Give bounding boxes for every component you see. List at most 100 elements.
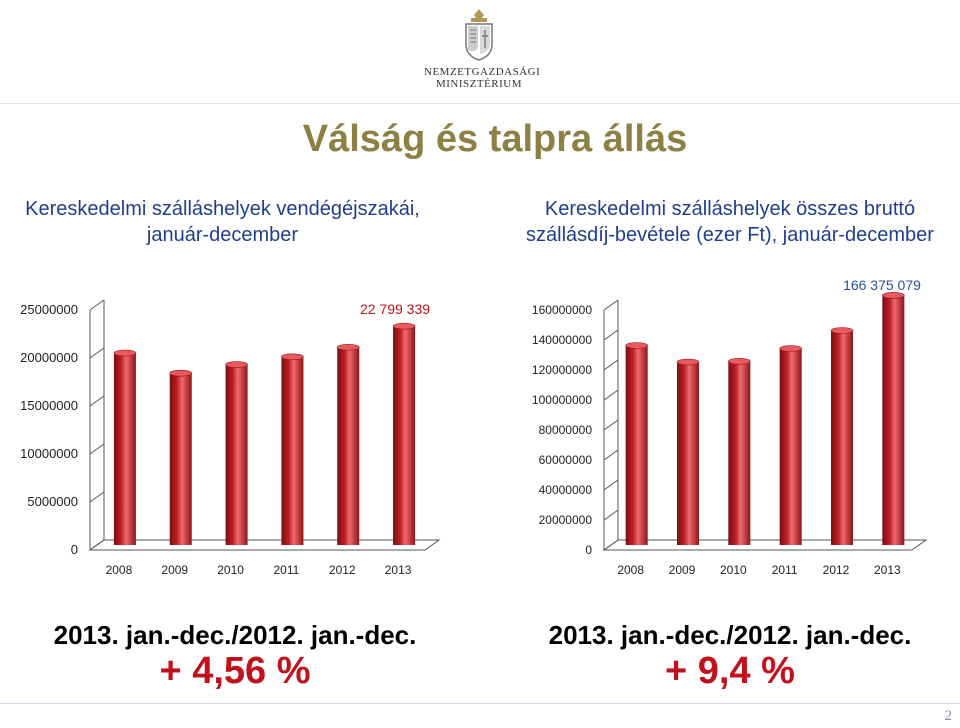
guest-nights-chart-svg: 25000000 20000000 15000000 10000000 5000000 0…	[20, 299, 441, 577]
bar-top	[392, 322, 416, 330]
floor	[88, 539, 441, 551]
bar-top	[225, 361, 248, 368]
bar	[728, 357, 751, 545]
y-tick-label: 5000000	[27, 494, 78, 509]
bar-body	[625, 345, 648, 545]
bar-body	[677, 362, 699, 545]
x-tick-label: 2009	[161, 563, 188, 577]
y-tick-label: 40000000	[539, 483, 593, 497]
bar-top	[676, 358, 700, 366]
bar-top	[625, 342, 648, 349]
bar	[169, 369, 193, 545]
bar	[392, 322, 416, 545]
ministry-name-line1: Nemzetgazdasági	[424, 66, 541, 78]
y-tick-label: 100000000	[532, 393, 592, 407]
y-tick-label: 0	[585, 543, 592, 557]
left-comparison-period: 2013. jan.-dec./2012. jan.-dec.	[53, 620, 417, 650]
y-tick-mark	[89, 491, 105, 503]
x-tick-label: 2011	[274, 563, 300, 577]
right-comparison-period: 2013. jan.-dec./2012. jan.-dec.	[548, 620, 912, 650]
y-tick-mark	[89, 443, 105, 455]
y-tick-label: 0	[71, 542, 78, 557]
coat-of-arms-icon	[465, 9, 493, 61]
bar-body	[337, 347, 360, 545]
x-tick-label: 2013	[385, 563, 412, 577]
guest-nights-chart: 25000000 20000000 15000000 10000000 5000000 0…	[0, 270, 450, 590]
revenue-chart-svg: 160000000 140000000 120000000 100000000 8000…	[532, 277, 928, 577]
x-tick-label: 2008	[617, 563, 644, 577]
bar-top	[336, 343, 360, 351]
y-tick-mark	[603, 539, 619, 551]
y-tick-label: 25000000	[20, 302, 78, 317]
bar-body	[281, 356, 304, 545]
y-tick-mark	[89, 539, 105, 551]
y-tick-label: 20000000	[539, 513, 593, 527]
y-tick-mark	[603, 419, 619, 431]
bar-top	[882, 292, 905, 299]
y-tick-label: 80000000	[539, 423, 593, 437]
y-tick-mark	[603, 299, 619, 311]
y-tick-mark	[603, 359, 619, 371]
y-tick-mark	[89, 347, 105, 359]
ministry-name-line2: Minisztérium	[435, 78, 523, 90]
right-change-value: + 9,4 %	[665, 650, 795, 692]
bar	[113, 349, 137, 545]
right-chart-title: Kereskedelmi szálláshelyek összes bruttó…	[526, 198, 934, 246]
y-tick-label: 20000000	[20, 350, 78, 365]
ministry-logo: Nemzetgazdasági Minisztérium	[424, 6, 541, 96]
x-tick-label: 2009	[669, 563, 696, 577]
y-tick-mark	[603, 389, 619, 401]
y-tick-label: 140000000	[532, 333, 592, 347]
left-change-value: + 4,56 %	[159, 650, 311, 692]
y-tick-mark	[603, 479, 619, 491]
bar-top	[113, 349, 137, 357]
value-annotation: 22 799 339	[360, 301, 430, 317]
bar	[336, 343, 360, 545]
bar	[779, 345, 802, 545]
y-tick-label: 10000000	[20, 446, 78, 461]
bar-body	[882, 295, 905, 545]
y-tick-mark	[603, 329, 619, 341]
page-number: 2	[944, 708, 953, 724]
bar-body	[831, 330, 853, 545]
bar-body	[728, 361, 751, 545]
y-tick-mark	[603, 509, 619, 521]
bar-body	[779, 348, 802, 545]
x-tick-label: 2011	[772, 563, 798, 577]
bar-top	[728, 357, 751, 365]
bar-top	[281, 353, 304, 361]
footer-divider	[0, 703, 960, 704]
y-tick-label: 15000000	[20, 398, 78, 413]
header-divider	[0, 103, 960, 104]
bar	[625, 342, 648, 545]
value-annotation: 166 375 079	[843, 277, 921, 293]
x-tick-label: 2012	[329, 563, 356, 577]
bar	[882, 292, 905, 545]
x-tick-label: 2010	[217, 563, 244, 577]
x-tick-label: 2013	[874, 563, 901, 577]
y-tick-label: 160000000	[532, 303, 592, 317]
bar	[281, 353, 304, 545]
bar-body	[393, 326, 416, 545]
x-tick-label: 2008	[106, 563, 133, 577]
y-tick-mark	[603, 449, 619, 461]
left-chart-title: Kereskedelmi szálláshelyek vendégéjszaká…	[25, 198, 420, 246]
bar-top	[830, 327, 854, 334]
x-tick-label: 2012	[823, 563, 850, 577]
bar-body	[169, 373, 192, 545]
floor	[602, 539, 928, 551]
revenue-chart: 160000000 140000000 120000000 100000000 8000…	[480, 270, 950, 590]
x-tick-label: 2010	[720, 563, 747, 577]
bar	[676, 358, 700, 545]
bar	[225, 361, 248, 545]
y-tick-mark	[89, 395, 105, 407]
bar	[830, 327, 854, 545]
page-title: Válság és talpra állás	[302, 118, 688, 160]
bar-body	[113, 353, 136, 545]
bar-body	[225, 364, 248, 545]
y-tick-label: 120000000	[532, 363, 592, 377]
y-tick-label: 60000000	[539, 453, 593, 467]
bar-top	[779, 345, 802, 352]
bar-top	[169, 369, 193, 377]
y-tick-mark	[89, 299, 105, 311]
